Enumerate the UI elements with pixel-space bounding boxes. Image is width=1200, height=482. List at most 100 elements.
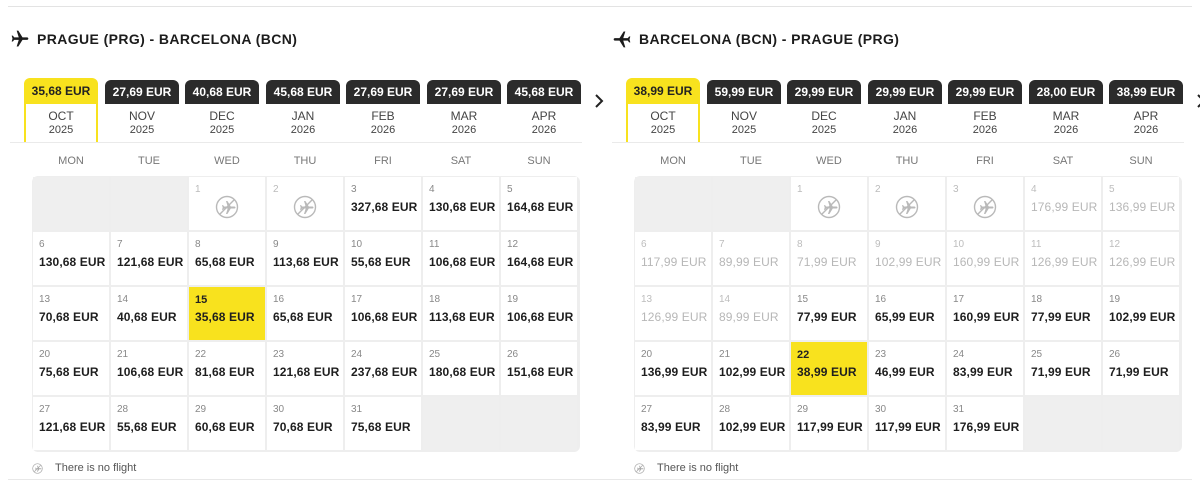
day-number: 4 (1031, 184, 1037, 195)
calendar-day-cell[interactable]: 6 117,99 EUR (635, 232, 711, 285)
calendar-day-cell[interactable]: 15 35,68 EUR (189, 287, 265, 340)
calendar-day-cell[interactable]: 31 75,68 EUR (345, 397, 421, 450)
calendar-day-cell[interactable]: 31 176,99 EUR (947, 397, 1023, 450)
calendar-day-cell[interactable]: 20 136,99 EUR (635, 342, 711, 395)
calendar-day-cell[interactable]: 25 180,68 EUR (423, 342, 499, 395)
weekday-label: TUE (138, 155, 160, 167)
day-price: 102,99 EUR (719, 420, 786, 434)
calendar-day-cell[interactable]: 13 126,99 EUR (635, 287, 711, 340)
calendar-day-cell[interactable]: 8 65,68 EUR (189, 232, 265, 285)
month-lowest-price: 29,99 EUR (787, 80, 861, 104)
chevron-right-icon[interactable] (592, 92, 606, 110)
calendar-day-cell[interactable]: 23 121,68 EUR (267, 342, 343, 395)
day-price: 180,68 EUR (429, 365, 496, 379)
calendar-empty-cell (635, 177, 711, 230)
month-year: 2025 (48, 124, 74, 136)
calendar-day-cell[interactable]: 10 55,68 EUR (345, 232, 421, 285)
month-name: NOV (730, 109, 757, 123)
airplane-icon (613, 31, 631, 48)
month-tab-nov[interactable]: 59,99 EUR NOV 2025 (707, 78, 781, 142)
day-number: 6 (641, 239, 647, 250)
calendar-day-cell[interactable]: 6 130,68 EUR (33, 232, 109, 285)
calendar-day-cell[interactable]: 20 75,68 EUR (33, 342, 109, 395)
day-price: 83,99 EUR (953, 365, 1013, 379)
day-number: 9 (273, 239, 279, 250)
calendar-day-cell[interactable]: 3 327,68 EUR (345, 177, 421, 230)
legend-label: There is no flight (657, 462, 739, 474)
calendar-day-cell[interactable]: 11 126,99 EUR (1025, 232, 1101, 285)
calendar-day-cell[interactable]: 16 65,68 EUR (267, 287, 343, 340)
calendar-day-cell[interactable]: 27 121,68 EUR (33, 397, 109, 450)
bottom-divider (8, 479, 1192, 480)
calendar-day-cell[interactable]: 29 60,68 EUR (189, 397, 265, 450)
calendar-day-cell[interactable]: 28 55,68 EUR (111, 397, 187, 450)
calendar-day-cell: 2 (869, 177, 945, 230)
month-tab-mar[interactable]: 27,69 EUR MAR 2026 (427, 78, 501, 142)
weekday-label: MON (660, 155, 686, 167)
calendar-day-cell[interactable]: 29 117,99 EUR (791, 397, 867, 450)
calendar-day-cell[interactable]: 14 89,99 EUR (713, 287, 789, 340)
month-tab-apr[interactable]: 45,68 EUR APR 2026 (507, 78, 581, 142)
calendar-day-cell[interactable]: 24 237,68 EUR (345, 342, 421, 395)
calendar-empty-cell (1103, 397, 1179, 450)
calendar-day-cell[interactable]: 16 65,99 EUR (869, 287, 945, 340)
calendar-day-cell[interactable]: 17 160,99 EUR (947, 287, 1023, 340)
calendar-day-cell[interactable]: 12 164,68 EUR (501, 232, 577, 285)
month-tab-mar[interactable]: 28,00 EUR MAR 2026 (1029, 78, 1103, 142)
month-tab-jan[interactable]: 45,68 EUR JAN 2026 (266, 78, 340, 142)
day-number: 7 (117, 239, 123, 250)
no-flight-airplane-icon (32, 462, 43, 474)
calendar-day-cell[interactable]: 4 176,99 EUR (1025, 177, 1101, 230)
calendar-day-cell[interactable]: 7 89,99 EUR (713, 232, 789, 285)
calendar-day-cell[interactable]: 9 102,99 EUR (869, 232, 945, 285)
calendar-day-cell[interactable]: 14 40,68 EUR (111, 287, 187, 340)
calendar-day-cell[interactable]: 17 106,68 EUR (345, 287, 421, 340)
month-tab-dec[interactable]: 40,68 EUR DEC 2025 (185, 78, 259, 142)
day-price: 106,68 EUR (351, 310, 418, 324)
calendar-day-cell[interactable]: 30 117,99 EUR (869, 397, 945, 450)
calendar-day-cell[interactable]: 30 70,68 EUR (267, 397, 343, 450)
calendar-day-cell[interactable]: 19 102,99 EUR (1103, 287, 1179, 340)
calendar-day-cell[interactable]: 9 113,68 EUR (267, 232, 343, 285)
calendar-day-cell[interactable]: 5 136,99 EUR (1103, 177, 1179, 230)
month-tab-oct[interactable]: 35,68 EUR OCT 2025 (24, 78, 98, 142)
month-tab-nov[interactable]: 27,69 EUR NOV 2025 (105, 78, 179, 142)
calendar-day-cell[interactable]: 13 70,68 EUR (33, 287, 109, 340)
calendar-day-cell[interactable]: 18 77,99 EUR (1025, 287, 1101, 340)
top-divider (8, 6, 1192, 7)
month-tab-dec[interactable]: 29,99 EUR DEC 2025 (787, 78, 861, 142)
calendar-day-cell[interactable]: 28 102,99 EUR (713, 397, 789, 450)
month-tab-feb[interactable]: 27,69 EUR FEB 2026 (346, 78, 420, 142)
month-tab-jan[interactable]: 29,99 EUR JAN 2026 (868, 78, 942, 142)
day-number: 12 (1109, 239, 1121, 250)
weekday-label: FRI (374, 155, 392, 167)
calendar-day-cell[interactable]: 26 151,68 EUR (501, 342, 577, 395)
calendar-day-cell[interactable]: 8 71,99 EUR (791, 232, 867, 285)
calendar-day-cell[interactable]: 10 160,99 EUR (947, 232, 1023, 285)
day-number: 28 (117, 404, 129, 415)
calendar-day-cell[interactable]: 5 164,68 EUR (501, 177, 577, 230)
calendar-day-cell[interactable]: 21 106,68 EUR (111, 342, 187, 395)
calendar-day-cell[interactable]: 26 71,99 EUR (1103, 342, 1179, 395)
calendar-day-cell[interactable]: 27 83,99 EUR (635, 397, 711, 450)
calendar-day-cell[interactable]: 18 113,68 EUR (423, 287, 499, 340)
month-label: JAN 2026 (868, 104, 942, 142)
calendar-day-cell[interactable]: 21 102,99 EUR (713, 342, 789, 395)
calendar-day-cell[interactable]: 23 46,99 EUR (869, 342, 945, 395)
calendar-day-cell[interactable]: 19 106,68 EUR (501, 287, 577, 340)
calendar-day-cell[interactable]: 22 81,68 EUR (189, 342, 265, 395)
month-tab-oct[interactable]: 38,99 EUR OCT 2025 (626, 78, 700, 142)
calendar-day-cell[interactable]: 25 71,99 EUR (1025, 342, 1101, 395)
calendar-day-cell[interactable]: 12 126,99 EUR (1103, 232, 1179, 285)
calendar-day-cell[interactable]: 7 121,68 EUR (111, 232, 187, 285)
calendar-day-cell[interactable]: 22 38,99 EUR (791, 342, 867, 395)
calendar-day-cell[interactable]: 24 83,99 EUR (947, 342, 1023, 395)
month-lowest-price: 35,68 EUR (24, 78, 98, 104)
calendar-day-cell[interactable]: 4 130,68 EUR (423, 177, 499, 230)
chevron-right-icon[interactable] (1194, 92, 1200, 110)
weekday-label: FRI (976, 155, 994, 167)
calendar-day-cell[interactable]: 11 106,68 EUR (423, 232, 499, 285)
month-tab-apr[interactable]: 38,99 EUR APR 2026 (1109, 78, 1183, 142)
month-tab-feb[interactable]: 29,99 EUR FEB 2026 (948, 78, 1022, 142)
calendar-day-cell[interactable]: 15 77,99 EUR (791, 287, 867, 340)
